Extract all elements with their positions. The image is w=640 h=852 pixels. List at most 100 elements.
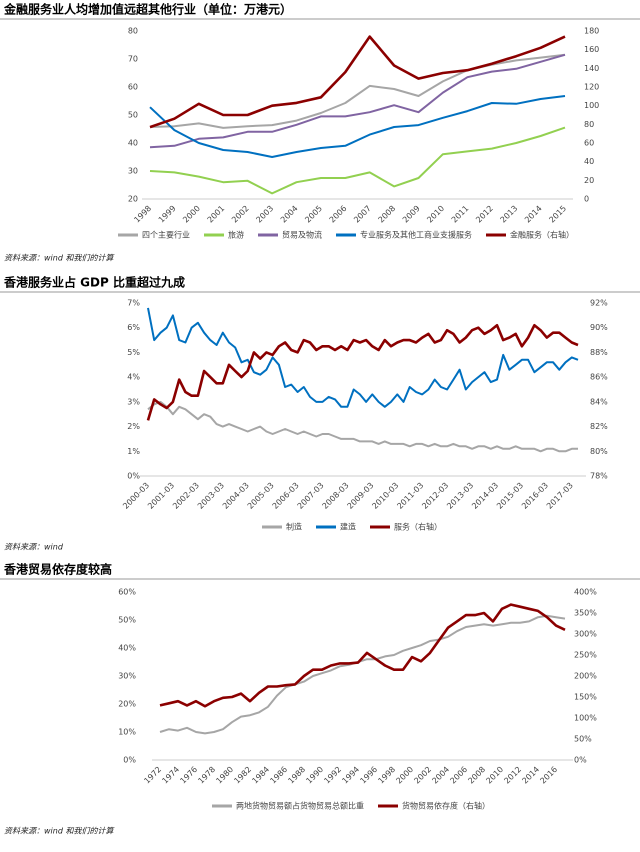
x-tick-label: 2008 <box>466 765 487 786</box>
x-tick-label: 1974 <box>160 765 181 786</box>
legend-label: 专业服务及其他工商业支援服务 <box>360 230 472 240</box>
legend-label: 贸易及物流 <box>282 230 322 240</box>
y-tick-label: 0 <box>584 195 589 204</box>
x-tick-label: 1990 <box>304 765 325 786</box>
y-tick-label: 50 <box>128 111 138 120</box>
y-tick-label: 92% <box>590 299 608 308</box>
legend-label: 四个主要行业 <box>142 230 190 240</box>
y-tick-label: 6% <box>127 323 140 332</box>
x-tick-label: 2012 <box>474 204 495 225</box>
y-tick-label: 40 <box>128 139 138 148</box>
y-tick-label: 140 <box>584 64 599 73</box>
x-tick-label: 2014 <box>523 204 544 225</box>
x-tick-label: 1999 <box>157 204 178 225</box>
x-tick-label: 2001 <box>206 204 227 225</box>
y-tick-label: 100 <box>584 101 599 110</box>
x-tick-label: 2015 <box>547 204 568 225</box>
series-line <box>146 323 579 421</box>
y-tick-label: 120 <box>584 83 599 92</box>
source-note: 资料来源：wind 和我们的计算 <box>4 254 115 263</box>
x-tick-label: 1988 <box>286 765 307 786</box>
legend-label: 服务（右轴） <box>394 522 442 532</box>
x-tick-label: 1992 <box>322 765 343 786</box>
x-tick-label: 2013 <box>499 204 520 225</box>
x-tick-label: 2012 <box>502 765 523 786</box>
y-tick-label: 50% <box>118 616 136 625</box>
y-tick-label: 40 <box>584 157 594 166</box>
y-tick-label: 4% <box>127 373 140 382</box>
y-tick-label: 2% <box>127 422 140 431</box>
y-tick-label: 86% <box>590 373 608 382</box>
y-tick-label: 150% <box>574 693 597 702</box>
x-tick-label: 2004 <box>279 204 300 225</box>
x-tick-label: 2002 <box>412 765 433 786</box>
legend-label: 金融服务（右轴） <box>510 230 574 240</box>
series-line <box>149 126 566 195</box>
y-tick-label: 90% <box>590 323 608 332</box>
x-tick-label: 2008 <box>377 204 398 225</box>
x-tick-label: 2004 <box>430 765 451 786</box>
y-tick-label: 0% <box>123 756 136 765</box>
y-tick-label: 60 <box>128 83 138 92</box>
x-tick-label: 1998 <box>376 765 397 786</box>
y-tick-label: 88% <box>590 348 608 357</box>
y-tick-label: 50% <box>574 735 592 744</box>
y-tick-label: 78% <box>590 472 608 481</box>
y-tick-label: 82% <box>590 422 608 431</box>
y-tick-label: 7% <box>127 299 140 308</box>
x-tick-label: 1980 <box>214 765 235 786</box>
y-tick-label: 3% <box>127 397 140 406</box>
x-tick-label: 2002 <box>230 204 251 225</box>
y-tick-label: 5% <box>127 348 140 357</box>
chart-title: 香港服务业占 GDP 比重超过九成 <box>3 275 185 290</box>
series-line <box>149 95 566 158</box>
series-line <box>159 614 566 735</box>
y-tick-label: 300% <box>574 630 597 639</box>
y-tick-label: 1% <box>127 447 140 456</box>
series-line <box>149 53 566 149</box>
source-note: 资料来源：wind <box>4 543 64 552</box>
legend-label: 制造 <box>286 522 302 532</box>
x-tick-label: 2010 <box>425 204 446 225</box>
x-tick-label: 2014 <box>520 765 541 786</box>
y-tick-label: 40% <box>118 644 136 653</box>
series-line <box>159 603 566 708</box>
x-tick-label: 2000 <box>394 765 415 786</box>
y-tick-label: 160 <box>584 45 599 54</box>
x-tick-label: 2009 <box>401 204 422 225</box>
legend-label: 两地货物贸易额占货物贸易总额比重 <box>236 801 364 811</box>
x-tick-label: 2007 <box>352 204 373 225</box>
series-line <box>149 53 566 129</box>
x-tick-label: 2006 <box>328 204 349 225</box>
x-tick-label: 2000 <box>181 204 202 225</box>
x-tick-label: 2010 <box>484 765 505 786</box>
y-tick-label: 80% <box>590 447 608 456</box>
y-tick-label: 80 <box>584 120 594 129</box>
y-tick-label: 20 <box>128 195 138 204</box>
x-tick-label: 1976 <box>178 765 199 786</box>
y-tick-label: 400% <box>574 588 597 597</box>
legend-label: 旅游 <box>228 230 244 240</box>
chart-title: 香港贸易依存度较高 <box>3 562 112 577</box>
y-tick-label: 60 <box>584 139 594 148</box>
source-note: 资料来源：wind 和我们的计算 <box>4 827 115 836</box>
y-tick-label: 30 <box>128 167 138 176</box>
x-tick-label: 1972 <box>142 765 163 786</box>
y-tick-label: 0% <box>127 472 140 481</box>
y-tick-label: 60% <box>118 588 136 597</box>
y-tick-label: 350% <box>574 609 597 618</box>
x-tick-label: 1978 <box>196 765 217 786</box>
x-tick-label: 2005 <box>303 204 324 225</box>
legend-label: 货物贸易依存度（右轴） <box>402 801 490 811</box>
legend-label: 建造 <box>340 522 356 532</box>
x-tick-label: 1986 <box>268 765 289 786</box>
x-tick-label: 2016 <box>538 765 559 786</box>
y-tick-label: 70 <box>128 55 138 64</box>
series-line <box>147 307 579 408</box>
series-line <box>147 400 578 453</box>
x-tick-label: 2006 <box>448 765 469 786</box>
y-tick-label: 30% <box>118 672 136 681</box>
chart-title: 金融服务业人均增加值远超其他行业（单位：万港元） <box>3 2 292 17</box>
y-tick-label: 0% <box>574 756 587 765</box>
